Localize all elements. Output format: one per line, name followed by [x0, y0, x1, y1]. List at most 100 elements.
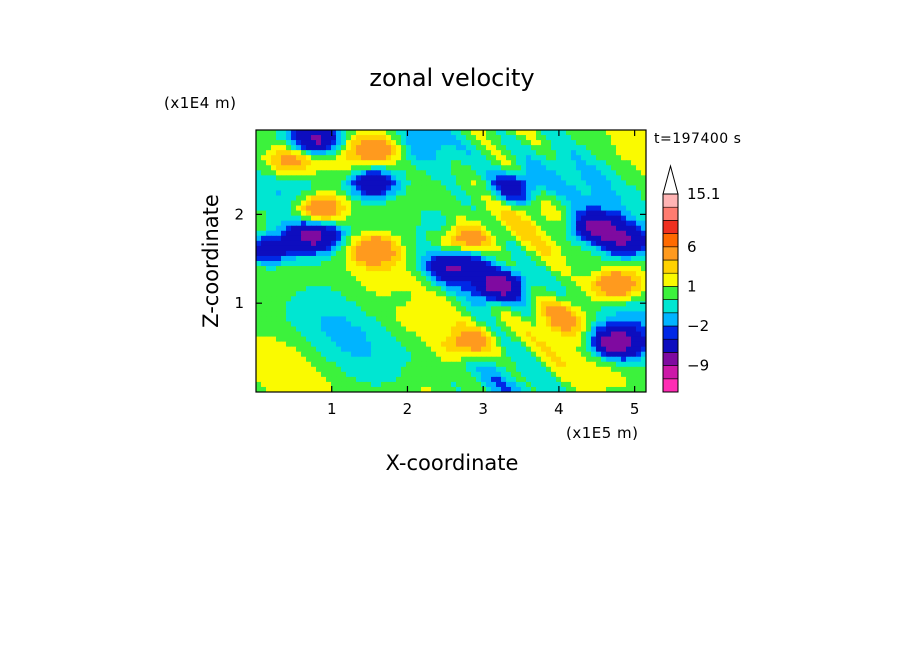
field-cell: [361, 225, 367, 232]
field-cell: [451, 145, 457, 151]
field-cell: [366, 225, 372, 232]
field-cell: [481, 316, 487, 323]
field-cell: [271, 250, 277, 257]
field-cell: [526, 225, 532, 232]
field-cell: [461, 165, 467, 171]
field-cell: [416, 195, 422, 202]
field-cell: [276, 140, 282, 146]
field-cell: [501, 245, 507, 252]
field-cell: [626, 130, 632, 136]
field-cell: [316, 346, 322, 353]
field-cell: [261, 371, 267, 378]
field-cell: [306, 210, 312, 217]
field-cell: [406, 155, 412, 161]
field-cell: [406, 291, 412, 297]
field-cell: [536, 225, 542, 232]
field-cell: [516, 185, 522, 192]
field-cell: [421, 361, 427, 368]
field-cell: [566, 351, 572, 358]
field-cell: [586, 346, 592, 353]
field-cell: [556, 311, 562, 318]
field-cell: [416, 140, 422, 146]
field-cell: [311, 356, 317, 363]
field-cell: [601, 155, 607, 161]
field-cell: [426, 245, 432, 252]
field-cell: [591, 205, 597, 212]
field-cell: [286, 266, 292, 272]
field-cell: [376, 336, 382, 343]
field-cell: [306, 301, 312, 307]
field-cell: [516, 190, 522, 197]
field-cell: [571, 200, 577, 207]
field-cell: [301, 150, 307, 156]
field-cell: [511, 336, 517, 343]
field-cell: [541, 366, 547, 373]
field-cell: [576, 215, 582, 222]
field-cell: [621, 185, 627, 192]
field-cell: [266, 301, 272, 307]
field-cell: [606, 341, 612, 348]
field-cell: [496, 311, 502, 318]
field-cell: [496, 331, 502, 338]
field-cell: [346, 200, 352, 207]
field-cell: [426, 220, 432, 227]
field-cell: [371, 180, 377, 187]
field-cell: [591, 301, 597, 307]
field-cell: [376, 301, 382, 307]
field-cell: [616, 286, 622, 292]
field-cell: [326, 361, 332, 368]
field-cell: [446, 276, 452, 282]
field-cell: [301, 281, 307, 287]
field-cell: [291, 145, 297, 151]
field-cell: [541, 155, 547, 161]
field-cell: [626, 180, 632, 187]
field-cell: [496, 326, 502, 333]
field-cell: [541, 195, 547, 202]
field-cell: [541, 245, 547, 252]
field-cell: [376, 276, 382, 282]
field-cell: [411, 245, 417, 252]
field-cell: [571, 150, 577, 156]
field-cell: [396, 225, 402, 232]
field-cell: [631, 386, 637, 392]
field-cell: [366, 205, 372, 212]
field-cell: [416, 205, 422, 212]
field-cell: [586, 150, 592, 156]
field-cell: [551, 185, 557, 192]
field-cell: [566, 261, 572, 267]
field-cell: [446, 321, 452, 328]
field-cell: [446, 145, 452, 151]
field-cell: [591, 311, 597, 318]
field-cell: [541, 180, 547, 187]
field-cell: [536, 245, 542, 252]
field-cell: [451, 356, 457, 363]
field-cell: [286, 351, 292, 358]
field-cell: [331, 266, 337, 272]
field-cell: [311, 271, 317, 277]
field-cell: [401, 225, 407, 232]
field-cell: [406, 130, 412, 136]
field-cell: [376, 321, 382, 328]
field-cell: [546, 366, 552, 373]
field-cell: [471, 215, 477, 222]
field-cell: [491, 331, 497, 338]
field-cell: [636, 170, 642, 176]
field-cell: [456, 145, 462, 151]
field-cell: [266, 341, 272, 348]
field-cell: [301, 296, 307, 302]
field-cell: [506, 220, 512, 227]
field-cell: [541, 250, 547, 257]
field-cell: [396, 331, 402, 338]
field-cell: [641, 276, 646, 282]
field-cell: [466, 150, 472, 156]
field-cell: [571, 281, 577, 287]
field-cell: [421, 210, 427, 217]
field-cell: [606, 245, 612, 252]
field-cell: [631, 311, 637, 318]
field-cell: [531, 356, 537, 363]
field-cell: [291, 331, 297, 338]
field-cell: [361, 205, 367, 212]
field-cell: [606, 356, 612, 363]
field-cell: [296, 210, 302, 217]
field-cell: [636, 185, 642, 192]
